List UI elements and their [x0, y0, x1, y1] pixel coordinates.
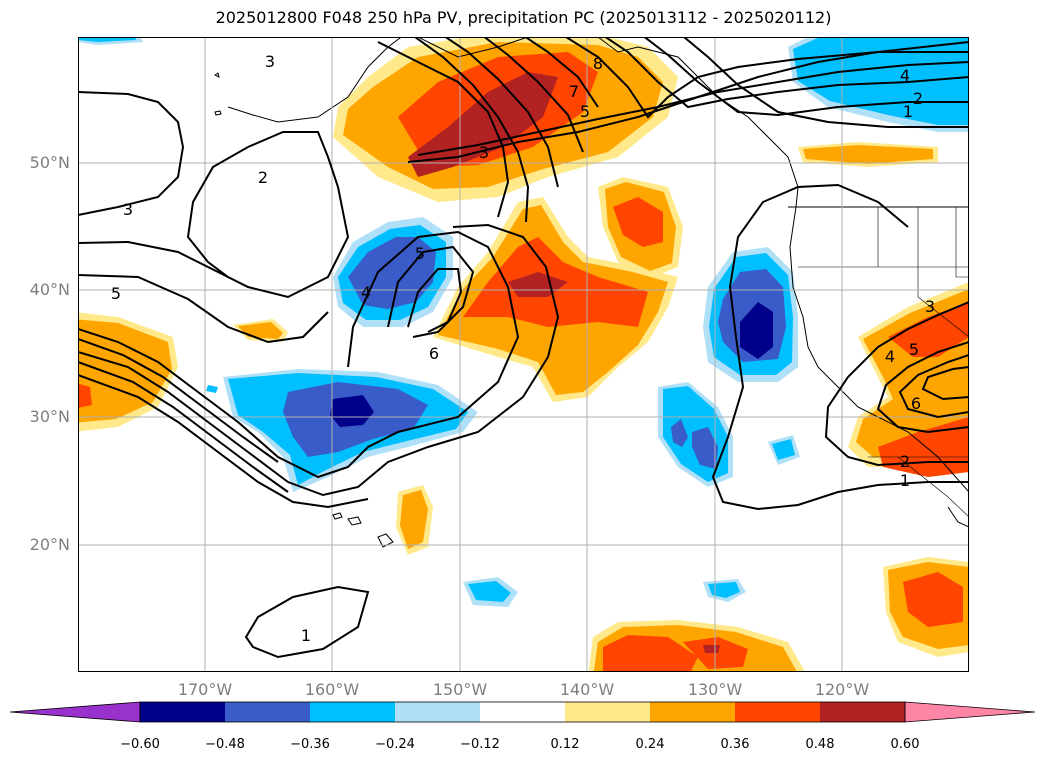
pv-contour-1-east	[711, 183, 969, 511]
colorbar-bin	[480, 702, 565, 722]
lon-label-140w: 140°W	[559, 680, 615, 699]
colorbar-tick: 0.60	[890, 737, 920, 752]
contour-label: 1	[903, 102, 913, 121]
map-panel: 3 2 3 5 4 5 6 8 7 5 3 4 2 1 3 4 5 6 2 1 …	[78, 37, 969, 672]
colorbar-extend-high	[904, 701, 1036, 723]
contour-label: 4	[885, 347, 895, 366]
colorbar-bin	[820, 702, 905, 722]
lat-label-20n: 20°N	[29, 535, 70, 554]
coastlines	[227, 37, 969, 528]
lon-label-120w: 120°W	[814, 680, 870, 699]
colorbar-bin	[565, 702, 650, 722]
colorbar-tick: 0.24	[635, 737, 665, 752]
contour-label: 2	[900, 452, 910, 471]
contour-label: 5	[415, 244, 425, 263]
map-frame	[78, 37, 969, 672]
contour-label: 5	[909, 340, 919, 359]
colorbar-bin	[140, 702, 225, 722]
lon-label-130w: 130°W	[687, 680, 743, 699]
colorbar-tick: −0.24	[375, 737, 415, 752]
contour-label: 7	[569, 82, 579, 101]
contour-label: 5	[580, 102, 590, 121]
colorbar-tick: −0.36	[290, 737, 330, 752]
lat-label-50n: 50°N	[29, 153, 70, 172]
contour-label: 2	[258, 168, 268, 187]
figure-title: 2025012800 F048 250 hPa PV, precipitatio…	[215, 8, 832, 27]
contour-label: 1	[900, 471, 910, 490]
contour-label: 2	[913, 89, 923, 108]
lat-label-40n: 40°N	[29, 280, 70, 299]
contour-label: 3	[479, 143, 489, 162]
contour-label: 4	[361, 283, 371, 302]
colorbar-tick: −0.60	[120, 737, 160, 752]
colorbar-extend-low	[10, 701, 141, 723]
pv-contours	[78, 37, 969, 659]
colorbar-tick: −0.48	[205, 737, 245, 752]
contour-label: 3	[123, 200, 133, 219]
contour-label: 6	[429, 344, 439, 363]
lat-label-30n: 30°N	[29, 407, 70, 426]
gridlines	[78, 37, 969, 672]
contour-label: 6	[911, 394, 921, 413]
contour-label: 3	[925, 297, 935, 316]
colorbar-bin	[310, 702, 395, 722]
contour-label: 4	[900, 66, 910, 85]
islands	[214, 72, 394, 548]
colorbar-bin	[735, 702, 820, 722]
pv-contour-1-bottom	[244, 585, 370, 659]
colorbar-tick: 0.12	[550, 737, 580, 752]
colorbar	[10, 701, 1036, 723]
colorbar-bin	[650, 702, 735, 722]
colorbar-tick: 0.36	[720, 737, 750, 752]
colorbar-tick: −0.12	[460, 737, 500, 752]
contour-label: 3	[265, 52, 275, 71]
pv-contour-2-loop	[78, 131, 350, 299]
contour-label: 8	[593, 54, 603, 73]
contour-label: 1	[301, 626, 311, 645]
colorbar-bin	[225, 702, 310, 722]
colorbar-bin	[395, 702, 480, 722]
pv-contour-3-northwest	[78, 91, 185, 216]
contour-label: 5	[111, 284, 121, 303]
lon-label-170w: 170°W	[177, 680, 233, 699]
colorbar-tick: 0.48	[805, 737, 835, 752]
lon-label-150w: 150°W	[432, 680, 488, 699]
lon-label-160w: 160°W	[304, 680, 360, 699]
